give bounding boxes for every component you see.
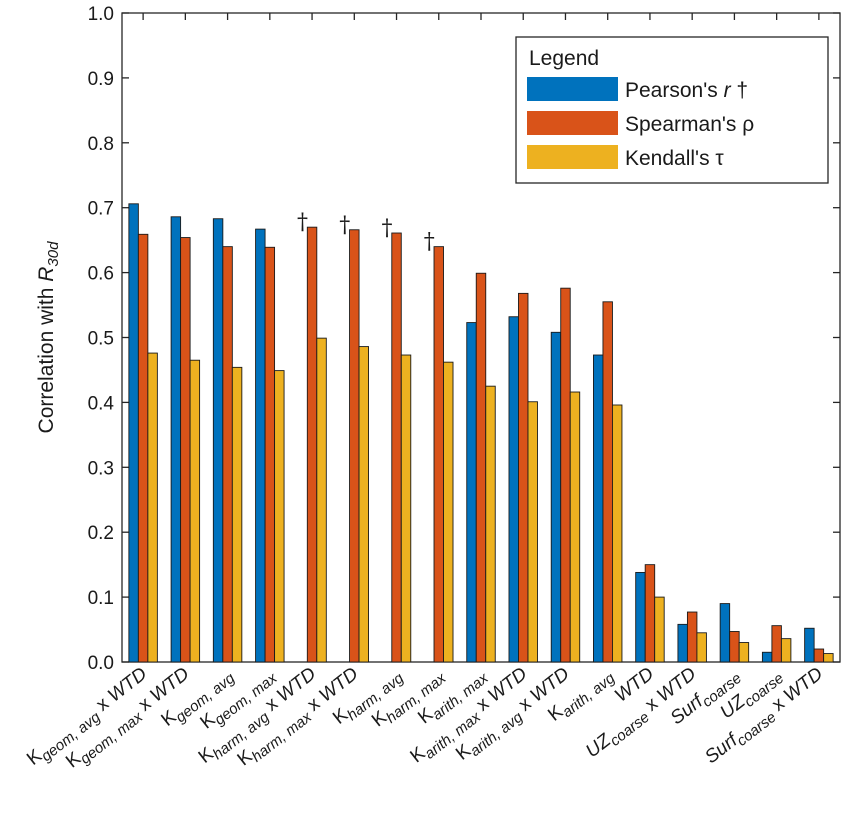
- bar-kendall: [443, 361, 454, 663]
- bar-spearman: [518, 292, 529, 663]
- legend-entry: Pearson's r †: [625, 79, 748, 102]
- bar-spearman: [729, 631, 740, 663]
- y-tick-label: 0.7: [88, 199, 114, 220]
- bars: † † † †: [128, 203, 834, 663]
- bar-spearman: [222, 246, 233, 663]
- y-tick-label: 0.8: [88, 134, 114, 155]
- legend-title: Legend: [529, 47, 599, 70]
- bar-kendall: [400, 354, 412, 663]
- bar-pearson: [804, 627, 815, 663]
- y-tick-label: 0.2: [88, 523, 114, 544]
- bar-pearson: [677, 623, 688, 663]
- bar-spearman: [306, 226, 318, 663]
- bar-pearson: [593, 354, 604, 663]
- dagger-marker: †: [424, 230, 435, 255]
- bar-spearman: [813, 648, 825, 663]
- bar-spearman: [602, 301, 613, 663]
- bar-kendall: [738, 642, 750, 663]
- y-tick-label: 1.0: [88, 4, 114, 25]
- bar-kendall: [569, 391, 581, 663]
- bar-kendall: [612, 404, 623, 663]
- bar-kendall: [316, 337, 327, 663]
- bar-spearman: [560, 287, 571, 663]
- bar-spearman: [644, 564, 656, 663]
- y-axis-label: Correlation with R30d: [35, 241, 62, 434]
- bar-spearman: [180, 237, 191, 663]
- dagger-marker: †: [339, 213, 350, 238]
- legend-entry: Spearman's ρ: [625, 113, 754, 136]
- bar-pearson: [508, 316, 519, 663]
- legend-entry: Kendall's τ: [625, 147, 724, 170]
- bar-pearson: [550, 331, 562, 663]
- y-tick-label: 0.9: [88, 69, 114, 90]
- bar-pearson: [255, 228, 266, 663]
- bar-kendall: [780, 638, 792, 663]
- bar-kendall: [274, 370, 285, 663]
- bar-kendall: [189, 359, 201, 663]
- bar-spearman: [475, 272, 487, 663]
- bar-spearman: [433, 246, 444, 663]
- dagger-marker: †: [382, 216, 393, 241]
- bar-kendall: [231, 366, 243, 663]
- bar-kendall: [485, 385, 496, 663]
- bar-pearson: [212, 218, 224, 663]
- bar-spearman: [137, 233, 149, 663]
- bar-kendall: [696, 632, 707, 663]
- bar-spearman: [686, 611, 698, 663]
- bar-kendall: [527, 401, 538, 663]
- bar-spearman: [349, 229, 360, 663]
- bar-pearson: [635, 571, 646, 663]
- y-tick-label: 0.1: [88, 588, 114, 609]
- bar-pearson: [761, 651, 773, 663]
- bar-pearson: [719, 603, 731, 663]
- y-tick-label: 0.5: [88, 329, 114, 350]
- y-tick-label: 0.3: [88, 458, 114, 479]
- legend-swatch: [527, 111, 618, 135]
- bar-pearson: [170, 216, 182, 663]
- bar-kendall: [823, 653, 834, 663]
- bar-spearman: [264, 246, 276, 663]
- bar-spearman: [771, 625, 782, 663]
- bar-spearman: [391, 232, 402, 663]
- bar-pearson: [466, 322, 477, 663]
- bar-kendall: [654, 596, 665, 663]
- y-tick-label: 0.4: [88, 393, 115, 414]
- dagger-marker: †: [297, 210, 308, 235]
- legend: Legend Pearson's r † Spearman's ρ Kendall's…: [515, 36, 829, 184]
- y-tick-label: 0.6: [88, 264, 114, 285]
- bar-kendall: [147, 352, 158, 663]
- legend-swatch: [527, 77, 618, 101]
- y-tick-label: 0.0: [88, 653, 114, 674]
- bar-pearson: [128, 203, 139, 663]
- legend-swatch: [527, 145, 618, 169]
- bar-kendall: [358, 346, 369, 663]
